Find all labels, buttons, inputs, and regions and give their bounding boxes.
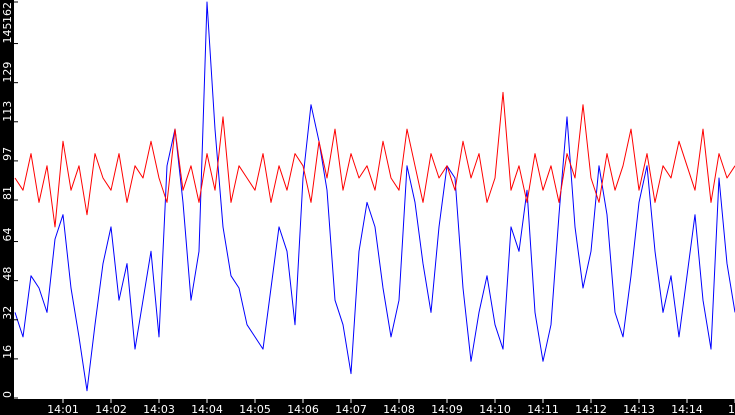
y-tick-label: 0	[1, 391, 14, 398]
x-tick-label: 14:03	[143, 403, 175, 415]
x-tick-label: 14:14	[671, 403, 703, 415]
series-line-red	[14, 91, 735, 228]
y-tick-label: 48	[1, 267, 14, 281]
x-tick-label: 14:04	[191, 403, 223, 415]
y-tick-label: 113	[1, 101, 14, 122]
y-tick-label: 81	[1, 186, 14, 200]
y-tick-label: 145	[1, 23, 14, 44]
series-line-blue	[14, 1, 735, 392]
x-tick-label: 14:11	[527, 403, 559, 415]
x-tick-label: 14:12	[575, 403, 607, 415]
x-tick-label: 14:01	[47, 403, 79, 415]
y-axis-strip	[0, 0, 14, 415]
y-tick-label: 162	[1, 2, 14, 23]
y-tick-label: 97	[1, 147, 14, 161]
y-tick-label: 32	[1, 306, 14, 320]
x-tick-label: 14:07	[335, 403, 367, 415]
x-tick-label: 14	[728, 403, 735, 415]
x-tick-label: 14:08	[383, 403, 415, 415]
y-tick-label: 129	[1, 62, 14, 83]
x-tick-label: 14:10	[479, 403, 511, 415]
y-tick-label: 64	[1, 228, 14, 242]
x-tick-label: 14:09	[431, 403, 463, 415]
x-tick-label: 14:02	[95, 403, 127, 415]
y-tick-label: 16	[1, 345, 14, 359]
x-tick-label: 14:13	[623, 403, 655, 415]
x-tick-label: 14:05	[239, 403, 271, 415]
x-axis-strip	[0, 399, 735, 415]
x-tick-label: 14:06	[287, 403, 319, 415]
